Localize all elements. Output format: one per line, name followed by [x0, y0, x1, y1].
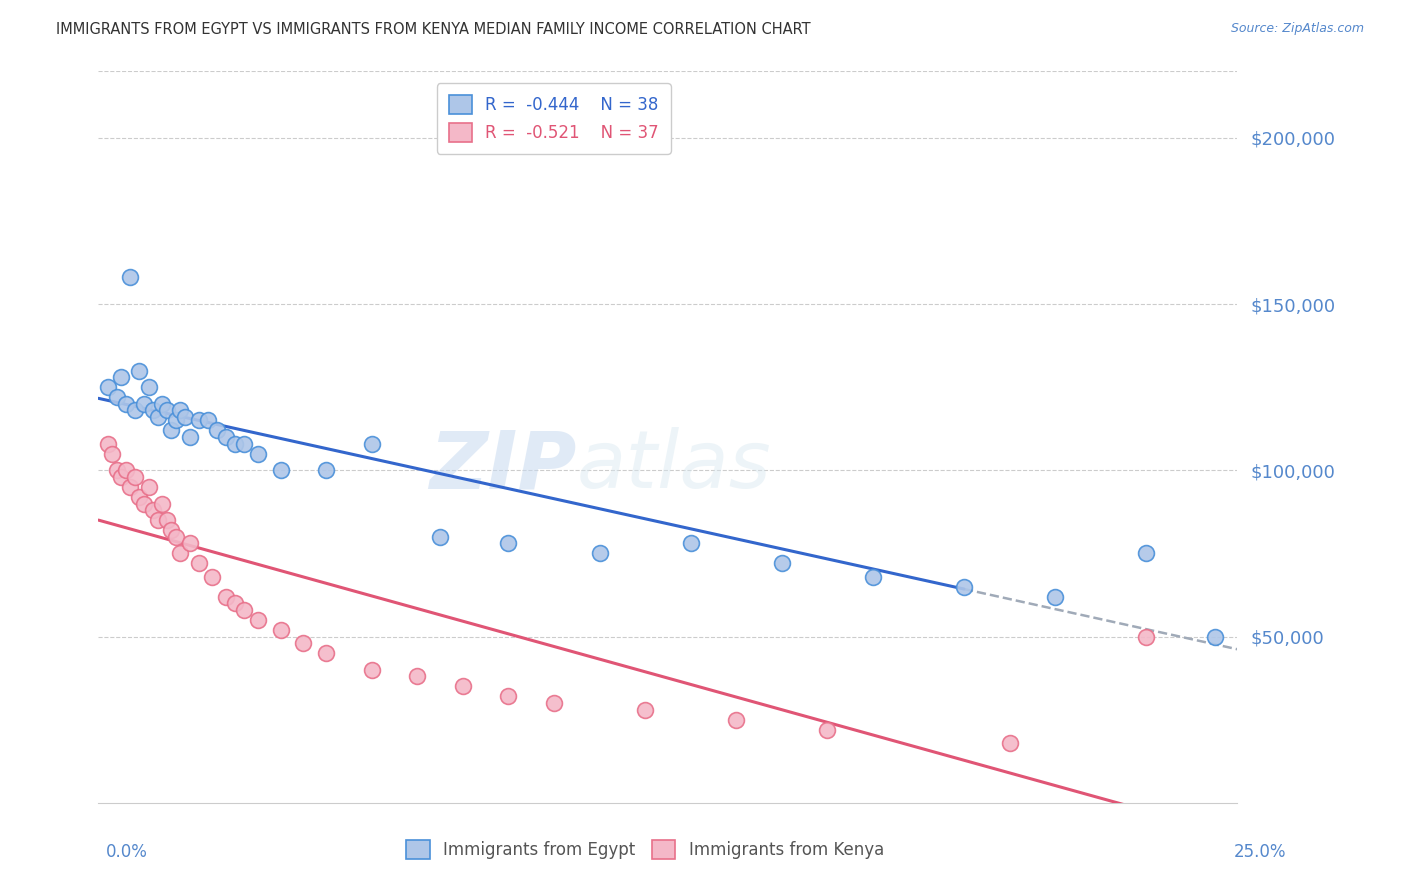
Point — [205, 424, 228, 438]
Point — [1204, 630, 1226, 644]
Point — [142, 503, 165, 517]
Point — [679, 536, 702, 550]
Point — [270, 463, 292, 477]
Point — [292, 636, 315, 650]
Point — [169, 403, 191, 417]
Point — [998, 736, 1021, 750]
Point — [543, 696, 565, 710]
Point — [114, 463, 136, 477]
Point — [132, 497, 155, 511]
Point — [360, 663, 382, 677]
Point — [588, 546, 610, 560]
Point — [953, 580, 976, 594]
Point — [156, 403, 179, 417]
Text: 0.0%: 0.0% — [105, 843, 148, 861]
Point — [215, 590, 238, 604]
Point — [138, 380, 160, 394]
Point — [406, 669, 429, 683]
Point — [165, 413, 187, 427]
Point — [150, 497, 173, 511]
Point — [815, 723, 838, 737]
Point — [498, 690, 520, 704]
Point — [246, 613, 269, 627]
Point — [128, 363, 150, 377]
Point — [725, 713, 748, 727]
Point — [110, 370, 132, 384]
Point — [187, 557, 209, 571]
Point — [174, 410, 197, 425]
Point — [770, 557, 793, 571]
Text: atlas: atlas — [576, 427, 772, 506]
Point — [156, 513, 179, 527]
Point — [114, 397, 136, 411]
Point — [160, 424, 183, 438]
Point — [101, 447, 124, 461]
Point — [165, 530, 187, 544]
Point — [124, 470, 146, 484]
Legend: Immigrants from Egypt, Immigrants from Kenya: Immigrants from Egypt, Immigrants from K… — [398, 831, 893, 868]
Point — [1135, 630, 1157, 644]
Point — [215, 430, 238, 444]
Point — [179, 536, 201, 550]
Point — [224, 436, 246, 450]
Point — [270, 623, 292, 637]
Point — [105, 390, 128, 404]
Point — [146, 410, 169, 425]
Text: IMMIGRANTS FROM EGYPT VS IMMIGRANTS FROM KENYA MEDIAN FAMILY INCOME CORRELATION : IMMIGRANTS FROM EGYPT VS IMMIGRANTS FROM… — [56, 22, 811, 37]
Point — [187, 413, 209, 427]
Point — [634, 703, 657, 717]
Point — [146, 513, 169, 527]
Point — [105, 463, 128, 477]
Point — [132, 397, 155, 411]
Point — [201, 570, 224, 584]
Point — [451, 680, 474, 694]
Text: 25.0%: 25.0% — [1234, 843, 1286, 861]
Point — [169, 546, 191, 560]
Point — [179, 430, 201, 444]
Point — [233, 436, 256, 450]
Point — [120, 270, 142, 285]
Text: ZIP: ZIP — [429, 427, 576, 506]
Point — [96, 436, 118, 450]
Point — [1135, 546, 1157, 560]
Point — [315, 463, 337, 477]
Point — [429, 530, 451, 544]
Point — [124, 403, 146, 417]
Point — [224, 596, 246, 610]
Point — [498, 536, 520, 550]
Point — [110, 470, 132, 484]
Point — [197, 413, 219, 427]
Point — [138, 480, 160, 494]
Point — [360, 436, 382, 450]
Point — [150, 397, 173, 411]
Text: Source: ZipAtlas.com: Source: ZipAtlas.com — [1230, 22, 1364, 36]
Point — [1043, 590, 1066, 604]
Point — [142, 403, 165, 417]
Point — [233, 603, 256, 617]
Point — [120, 480, 142, 494]
Point — [160, 523, 183, 537]
Point — [96, 380, 118, 394]
Point — [862, 570, 884, 584]
Point — [246, 447, 269, 461]
Point — [128, 490, 150, 504]
Point — [315, 646, 337, 660]
